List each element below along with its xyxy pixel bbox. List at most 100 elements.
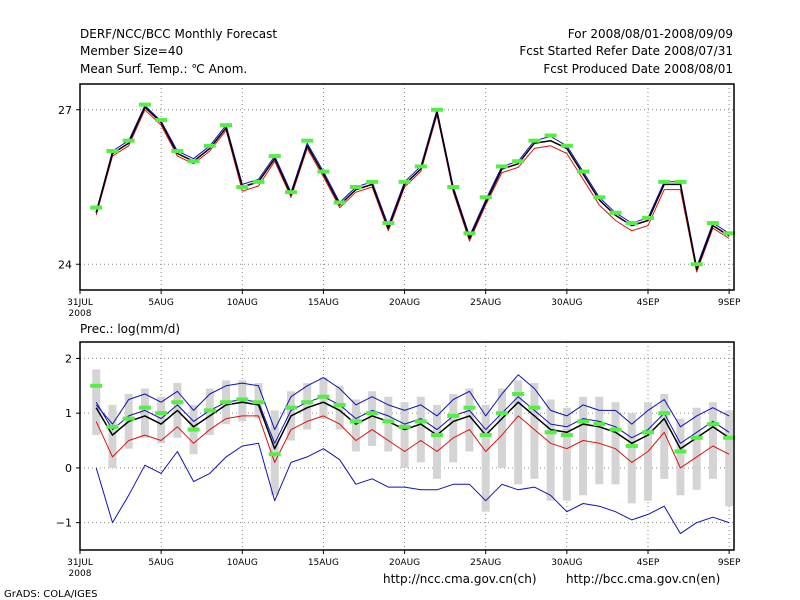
x-tick-label: 15AUG [308,298,339,308]
observed-marker [366,411,379,416]
grads-credit: GrADS: COLA/IGES [4,589,98,600]
observed-marker [414,419,427,424]
observed-marker [706,221,719,226]
spread-bar [595,396,604,485]
observed-marker [479,195,492,200]
observed-marker [333,402,346,407]
spread-bar [546,399,555,501]
x-tick-label: 31JUL [67,558,93,568]
y-tick-label: 24 [58,258,72,271]
observed-marker [658,179,671,184]
observed-marker [431,433,444,438]
spread-bar [303,383,312,430]
observed-marker [723,435,736,440]
observed-marker [382,221,395,226]
x-tick-label: 9SEP [718,558,741,568]
observed-marker [333,200,346,205]
observed-marker [431,107,444,112]
spread-bar [481,404,490,512]
precip-label: Prec.: log(mm/d) [80,322,180,336]
observed-marker [138,102,151,107]
observed-marker [203,408,216,413]
observed-marker [544,133,557,138]
x-tick-label: 4SEP [637,558,660,568]
observed-marker [236,397,249,402]
observed-marker [609,210,622,215]
observed-marker [284,190,297,195]
spread-bar [579,396,588,496]
ensemble-mean-line [95,401,730,450]
observed-marker [577,169,590,174]
spread-bar [449,394,458,463]
x-tick-label: 31JUL [67,298,93,308]
member-blue-min-line [95,442,730,535]
observed-marker [463,405,476,410]
ensemble-mean-line [95,106,730,271]
observed-marker [577,419,590,424]
observed-marker [658,411,671,416]
spread-bar [416,396,425,463]
produced-date-label: Fcst Produced Date 2008/08/01 [543,62,733,76]
spread-bar [692,407,701,490]
y-tick-label: 2 [65,352,72,365]
spread-bar [660,394,669,479]
ncc-url-link[interactable]: http://ncc.cma.gov.cn(ch) [383,572,537,586]
ensemble-upper-line [95,396,730,444]
observed-marker [106,148,119,153]
member-blue-line [95,105,730,268]
bcc-url-link[interactable]: http://bcc.cma.gov.cn(en) [566,572,720,586]
observed-marker [220,400,233,405]
x-tick-label: 20AUG [389,298,420,308]
x-tick-label: 15AUG [308,558,339,568]
x-tick-label: 25AUG [470,298,501,308]
spread-bar [351,399,360,452]
forecast-period-label: For 2008/08/01-2008/09/09 [568,27,733,41]
observed-marker [479,433,492,438]
observed-marker [641,430,654,435]
observed-marker [560,433,573,438]
observed-marker [171,400,184,405]
observed-marker [544,430,557,435]
x-tick-label: 9SEP [718,298,741,308]
observed-marker [268,154,281,159]
observed-marker [301,138,314,143]
member-size-label: Member Size=40 [80,44,183,58]
spread-bar [400,402,409,468]
spread-bar [433,404,442,479]
observed-marker [398,179,411,184]
observed-marker [203,143,216,148]
spread-bar [562,407,571,501]
y-tick-label: −1 [56,517,72,530]
observed-marker [528,138,541,143]
observed-marker [398,424,411,429]
spread-bar [611,402,620,485]
observed-marker [252,400,265,405]
observed-marker [317,394,330,399]
x-tick-label: 30AUG [551,298,582,308]
member-blue-max-line [95,374,730,431]
observed-marker [723,231,736,236]
observed-marker [706,422,719,427]
observed-marker [674,179,687,184]
x-tick-label: 10AUG [227,558,258,568]
observed-marker [252,179,265,184]
observed-marker [220,123,233,128]
observed-marker [512,392,525,396]
x-tick-label: 5AUG [148,558,173,568]
plot-frame [79,341,735,551]
spread-bar [335,385,344,430]
spread-bar [368,391,377,446]
observed-marker [414,164,427,169]
observed-marker [641,215,654,220]
x-tick-label: 10AUG [227,298,258,308]
observed-marker [690,262,703,267]
observed-marker [90,383,103,388]
observed-marker [447,185,460,189]
spread-bar [530,383,539,479]
observed-marker [349,419,362,424]
observed-marker [528,405,541,410]
observed-marker [90,205,103,210]
plot-frame [79,83,735,291]
